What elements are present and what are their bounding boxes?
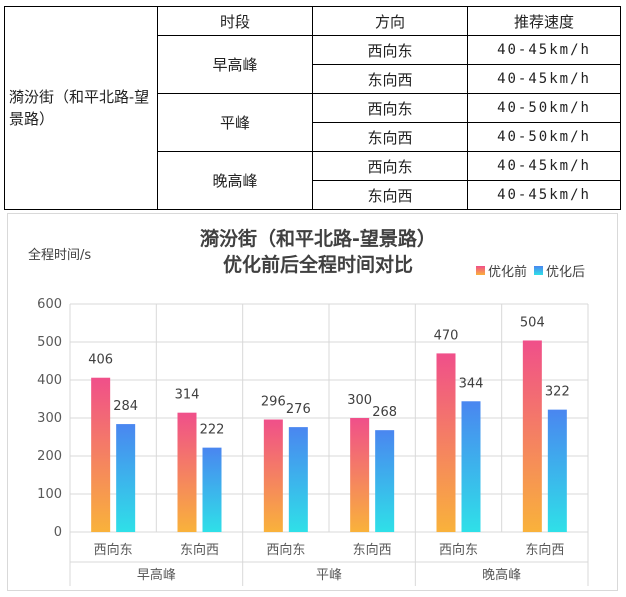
data-label: 296 xyxy=(261,395,286,410)
x-tick-label: 西向东 xyxy=(266,542,305,558)
data-label: 276 xyxy=(286,402,311,417)
data-label: 300 xyxy=(347,393,372,408)
speed-cell: 40-45km/h xyxy=(467,151,621,181)
y-tick-label: 400 xyxy=(37,373,62,388)
speed-cell: 40-50km/h xyxy=(467,122,621,152)
period-cell: 平峰 xyxy=(157,93,313,152)
chart-container: 0 100 200 300 400 500 600 406 314 296 300 470 504 284… xyxy=(7,213,618,591)
bar-before xyxy=(177,412,197,532)
x-tick-label: 西向东 xyxy=(439,542,478,558)
data-label: 222 xyxy=(200,423,225,438)
data-label: 470 xyxy=(434,328,459,343)
direction-cell: 东向西 xyxy=(312,180,468,210)
y-tick-label: 500 xyxy=(37,335,62,350)
bar-before xyxy=(436,353,456,532)
bar-before xyxy=(91,377,111,532)
x-group-label: 晚高峰 xyxy=(482,567,521,583)
chart-title-line2: 优化前后全程时间对比 xyxy=(222,254,413,276)
legend-swatch-before xyxy=(476,266,485,275)
x-tick-label: 东向西 xyxy=(180,542,219,558)
table-row: 东向西 40-45km/h xyxy=(5,180,621,210)
period-cell: 早高峰 xyxy=(157,35,313,94)
header-period: 时段 xyxy=(157,6,313,36)
speed-cell: 40-45km/h xyxy=(467,180,621,210)
speed-cell: 40-45km/h xyxy=(467,35,621,65)
bar-after xyxy=(461,401,481,532)
bar-before xyxy=(350,418,370,532)
bar-before xyxy=(522,340,542,532)
chart-legend: 优化前 优化后 xyxy=(476,261,592,280)
data-label: 268 xyxy=(372,405,397,420)
bar-before xyxy=(263,419,283,532)
y-tick-label: 100 xyxy=(37,487,62,502)
legend-swatch-after xyxy=(534,266,544,275)
header-direction: 方向 xyxy=(312,6,468,36)
x-tick-label: 东向西 xyxy=(525,542,564,558)
table-row: 早高峰 西向东 40-45km/h xyxy=(5,35,621,94)
direction-cell: 东向西 xyxy=(312,122,468,152)
table-row: 东向西 40-45km/h xyxy=(5,64,621,94)
direction-cell: 西向东 xyxy=(312,35,468,65)
x-group-label: 平峰 xyxy=(316,568,342,583)
x-group-label: 早高峰 xyxy=(137,567,176,583)
direction-cell: 西向东 xyxy=(312,93,468,123)
bar-after xyxy=(288,427,308,532)
table-row: 东向西 40-50km/h xyxy=(5,122,621,152)
y-tick-label: 0 xyxy=(54,525,62,540)
data-label: 314 xyxy=(175,388,200,403)
header-speed: 推荐速度 xyxy=(467,6,621,36)
legend-label-after: 优化后 xyxy=(546,265,586,280)
data-label: 406 xyxy=(88,353,113,368)
chart-title-line1: 漪汾街（和平北路-望景路） xyxy=(200,228,436,250)
y-axis-label: 全程时间/s xyxy=(28,248,92,263)
table-header-row: 漪汾街（和平北路-望景路） 时段 方向 推荐速度 xyxy=(4,6,621,210)
data-label: 504 xyxy=(520,315,545,330)
x-tick-label: 西向东 xyxy=(94,542,133,558)
speed-cell: 40-45km/h xyxy=(467,64,621,94)
road-name-cell: 漪汾街（和平北路-望景路） xyxy=(4,6,158,210)
data-label: 322 xyxy=(545,385,570,400)
speed-table: 漪汾街（和平北路-望景路） 时段 方向 推荐速度 早高峰 西向东 40-45km… xyxy=(4,6,621,210)
bar-after xyxy=(116,424,136,532)
bar-after xyxy=(202,447,222,532)
bar-after xyxy=(547,409,567,532)
y-tick-label: 600 xyxy=(37,297,62,312)
legend-item-after: 优化后 xyxy=(534,261,585,280)
x-tick-label: 东向西 xyxy=(353,542,392,558)
y-tick-label: 200 xyxy=(37,449,62,464)
bar-after xyxy=(375,430,395,532)
data-label: 344 xyxy=(459,376,484,391)
table-row: 晚高峰 西向东 40-45km/h xyxy=(5,151,621,210)
speed-cell: 40-50km/h xyxy=(467,93,621,123)
period-cell: 晚高峰 xyxy=(157,151,313,210)
direction-cell: 西向东 xyxy=(312,151,468,181)
legend-label-before: 优化前 xyxy=(488,265,528,280)
table-row: 平峰 西向东 40-50km/h xyxy=(5,93,621,152)
data-label: 284 xyxy=(113,399,138,414)
legend-item-before: 优化前 xyxy=(476,261,527,280)
y-tick-label: 300 xyxy=(37,411,62,426)
direction-cell: 东向西 xyxy=(312,64,468,94)
bar-chart: 0 100 200 300 400 500 600 406 314 296 300 470 504 284… xyxy=(37,297,589,586)
